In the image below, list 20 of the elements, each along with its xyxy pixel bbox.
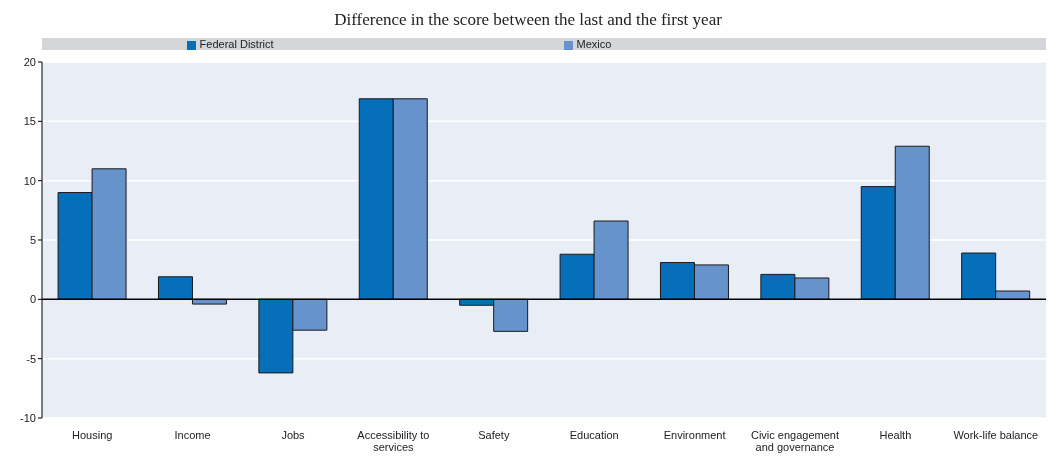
y-tick-label: -10 (20, 411, 36, 424)
chart-title: Difference in the score between the last and the first year (333, 10, 723, 30)
x-tick-label: Housing (72, 429, 113, 441)
x-tick-label: Environment (663, 429, 726, 441)
y-tick-label: 10 (23, 174, 36, 187)
x-tick-label: Education (569, 429, 619, 441)
legend-label: Mexico (576, 38, 612, 50)
y-tick-label: 5 (29, 233, 36, 246)
x-tick-label: Accessibility to services (357, 429, 430, 453)
y-tick-label: 20 (23, 55, 36, 68)
x-tick-label: Health (879, 429, 912, 441)
y-tick-label: -5 (26, 352, 36, 365)
x-tick-label: Income (174, 429, 211, 441)
x-tick-label: Work-life balance (953, 429, 1039, 441)
y-tick-label: 15 (23, 115, 36, 128)
y-tick-label: 0 (29, 293, 36, 306)
legend-label: Federal District (199, 38, 274, 50)
x-tick-label: Safety (478, 429, 510, 441)
x-tick-label: Civic engagement and governance (750, 429, 840, 453)
x-tick-label: Jobs (281, 429, 306, 441)
